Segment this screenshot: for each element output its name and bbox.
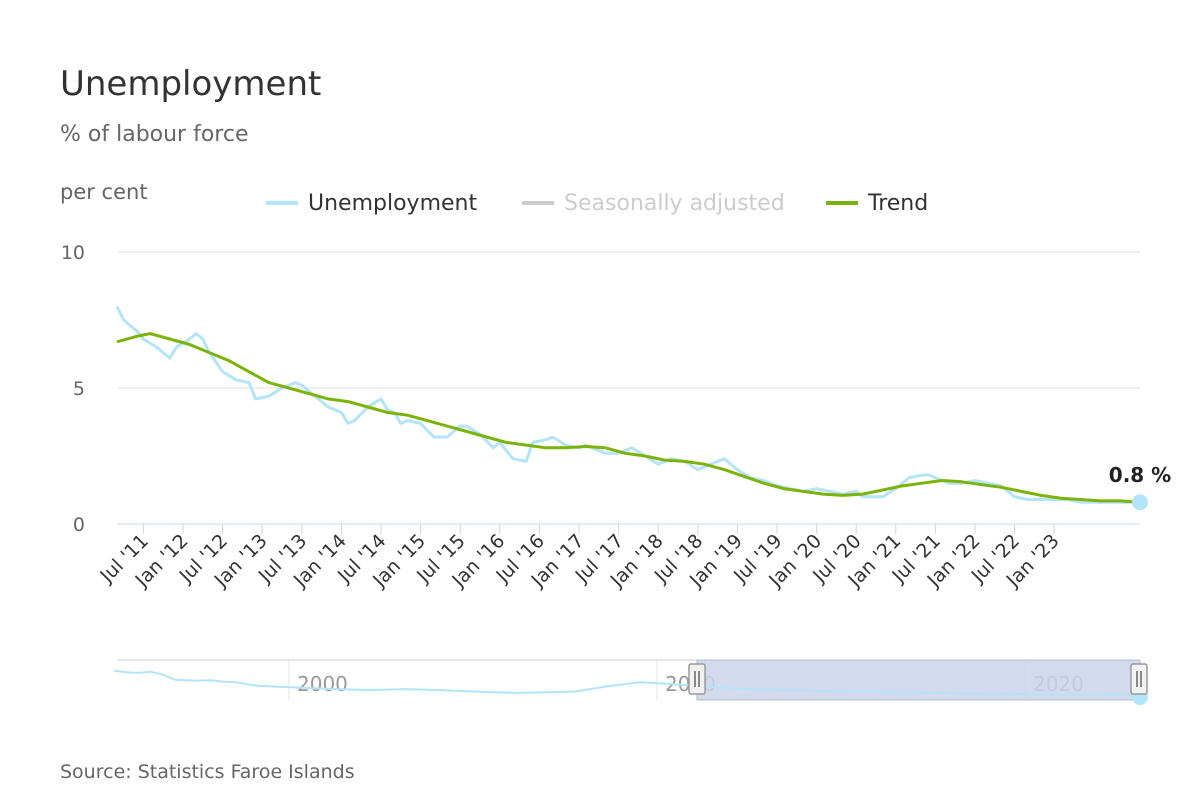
navigator-handle[interactable] [1130, 663, 1148, 695]
last-value-marker [1132, 494, 1148, 511]
navigator-handle[interactable] [688, 663, 706, 695]
source-credit: Source: Statistics Faroe Islands [60, 761, 355, 783]
legend-item-label[interactable]: Seasonally adjusted [564, 191, 785, 216]
unemployment-series-line [115, 305, 1140, 504]
legend-item-label[interactable]: Unemployment [308, 191, 477, 216]
y-tick-label: 5 [73, 378, 85, 400]
y-tick-label: 0 [73, 514, 85, 536]
trend-series-line [116, 332, 1141, 504]
y-tick-label: 10 [61, 242, 85, 264]
y-axis-unit: per cent [60, 180, 148, 204]
chart-subtitle: % of labour force [60, 122, 249, 147]
last-value-label: 0.8 % [1109, 463, 1171, 487]
chart-title: Unemployment [60, 64, 322, 104]
navigator-year-label: 2000 [297, 672, 348, 696]
navigator-series-line [113, 669, 1141, 696]
legend-item-label[interactable]: Trend [867, 191, 928, 216]
